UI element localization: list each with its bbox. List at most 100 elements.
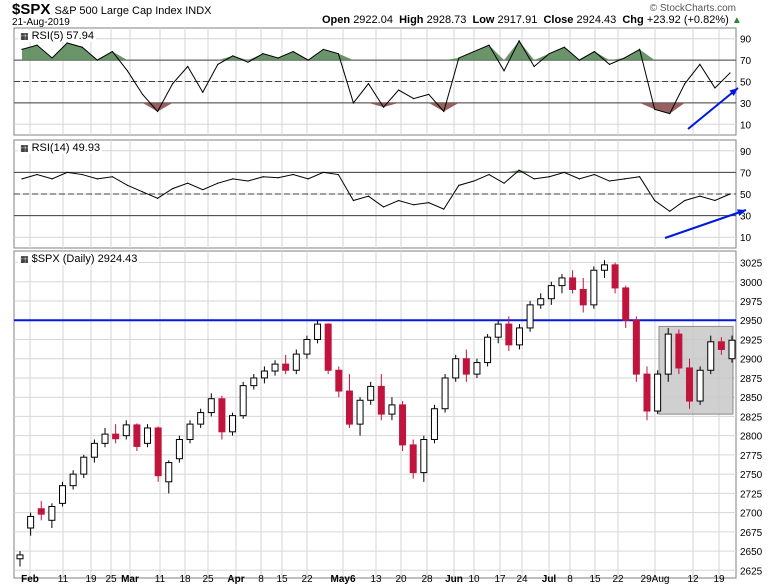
- x-tick-label: Jun: [445, 574, 463, 585]
- candle-body: [69, 473, 77, 487]
- rsi-point: [458, 184, 460, 186]
- y-tick-label: 2675: [740, 528, 763, 539]
- rsi-point: [623, 178, 626, 180]
- x-tick-label: 22: [612, 574, 624, 585]
- candle-body: [260, 370, 268, 379]
- candle-body: [218, 398, 226, 433]
- rsi14-trend-arrow: [664, 209, 747, 239]
- x-tick-label: 8: [258, 574, 264, 585]
- candle-body: [462, 358, 470, 375]
- candle-body: [239, 385, 247, 417]
- rsi-point: [729, 193, 731, 195]
- candle-body: [345, 390, 353, 425]
- rsi-point: [337, 173, 339, 176]
- candle-body: [154, 427, 162, 477]
- rsi-point: [699, 63, 701, 65]
- rsi-point: [654, 199, 656, 202]
- x-tick-label: 25: [202, 574, 214, 585]
- rsi-point: [352, 102, 355, 104]
- rsi-point: [367, 83, 370, 85]
- rsi-point: [593, 50, 596, 53]
- rsi-point: [262, 176, 264, 178]
- candle-body: [399, 404, 407, 446]
- rsi5-trend-arrow: [687, 87, 739, 130]
- rsi-point: [563, 46, 565, 48]
- candle-body: [547, 285, 555, 300]
- watermark: © StockCharts.com: [649, 3, 736, 14]
- candle-body: [430, 408, 438, 441]
- rsi-point: [232, 178, 234, 180]
- candle-body: [250, 377, 258, 387]
- candle-body: [101, 433, 109, 444]
- rsi-point: [699, 195, 701, 197]
- y-tick-label: 2775: [740, 451, 763, 462]
- rsi-point: [608, 180, 611, 182]
- rsi-point: [21, 48, 23, 51]
- y-tick-label: 2825: [740, 412, 763, 423]
- candle-body: [484, 336, 492, 364]
- rsi-point: [578, 178, 580, 180]
- x-tick-label: 15: [589, 574, 601, 585]
- rsi-point: [443, 208, 445, 210]
- rsi14-label: ▦ RSI(14) 49.93: [18, 142, 103, 154]
- rsi-point: [428, 202, 430, 204]
- y-tick-label: 2750: [740, 470, 763, 481]
- rsi-point: [292, 50, 294, 53]
- rsi-point: [187, 182, 189, 184]
- candle-body: [526, 304, 534, 329]
- candle-body: [112, 433, 120, 440]
- candle-body: [90, 442, 98, 458]
- high-label: High: [399, 14, 424, 26]
- rsi-point: [126, 184, 129, 186]
- y-tick-label: 90: [740, 35, 752, 46]
- chg-label: Chg: [622, 14, 644, 26]
- y-tick-label: 10: [740, 120, 752, 131]
- candle-body: [175, 439, 183, 460]
- chg-value: +23.92 (+0.82%): [646, 14, 729, 26]
- candle-body: [664, 333, 672, 375]
- candle-body: [494, 323, 502, 338]
- rsi-point: [533, 65, 535, 68]
- rsi-point: [232, 55, 234, 57]
- rsi-point: [413, 204, 415, 206]
- rsi-point: [563, 171, 565, 173]
- candle-body: [473, 362, 481, 375]
- rsi-point: [367, 195, 370, 197]
- candle-body: [207, 398, 215, 414]
- rsi-point: [247, 180, 249, 182]
- price-frame: [13, 250, 737, 579]
- x-tick-label: 10: [468, 574, 480, 585]
- y-tick-label: 70: [740, 168, 752, 179]
- x-tick-label: 24: [516, 574, 528, 585]
- chart-date: 21-Aug-2019: [12, 17, 70, 28]
- x-tick-label: 13: [370, 574, 382, 585]
- rsi-point: [111, 50, 113, 53]
- rsi-point: [202, 189, 204, 191]
- rsi-point: [608, 63, 611, 65]
- open-label: Open: [322, 14, 351, 26]
- y-tick-label: 2950: [740, 316, 763, 327]
- rsi-point: [141, 93, 144, 95]
- rsi-point: [217, 63, 219, 65]
- chart-symbol: $SPX S&P 500 Large Cap Index INDX: [12, 1, 211, 18]
- low-label: Low: [472, 14, 495, 26]
- y-tick-label: 2725: [740, 489, 763, 500]
- overbought-area: [22, 40, 730, 61]
- candle-body: [685, 367, 693, 402]
- rsi-point: [382, 206, 385, 208]
- candle-body: [452, 358, 460, 379]
- rsi-point: [247, 61, 249, 63]
- candle-body: [707, 341, 715, 371]
- rsi14-trend-arrow-head: [737, 209, 746, 217]
- candle-body: [356, 399, 364, 425]
- close-label: Close: [543, 14, 574, 26]
- rsi-point: [488, 44, 490, 46]
- candle-body: [728, 339, 736, 360]
- rsi-point: [217, 182, 219, 184]
- candle-body: [165, 462, 173, 483]
- x-tick-label: 8: [567, 574, 573, 585]
- candle-body: [324, 323, 332, 371]
- rsi-point: [307, 178, 309, 180]
- rsi-point: [518, 40, 520, 42]
- rsi-point: [36, 44, 38, 46]
